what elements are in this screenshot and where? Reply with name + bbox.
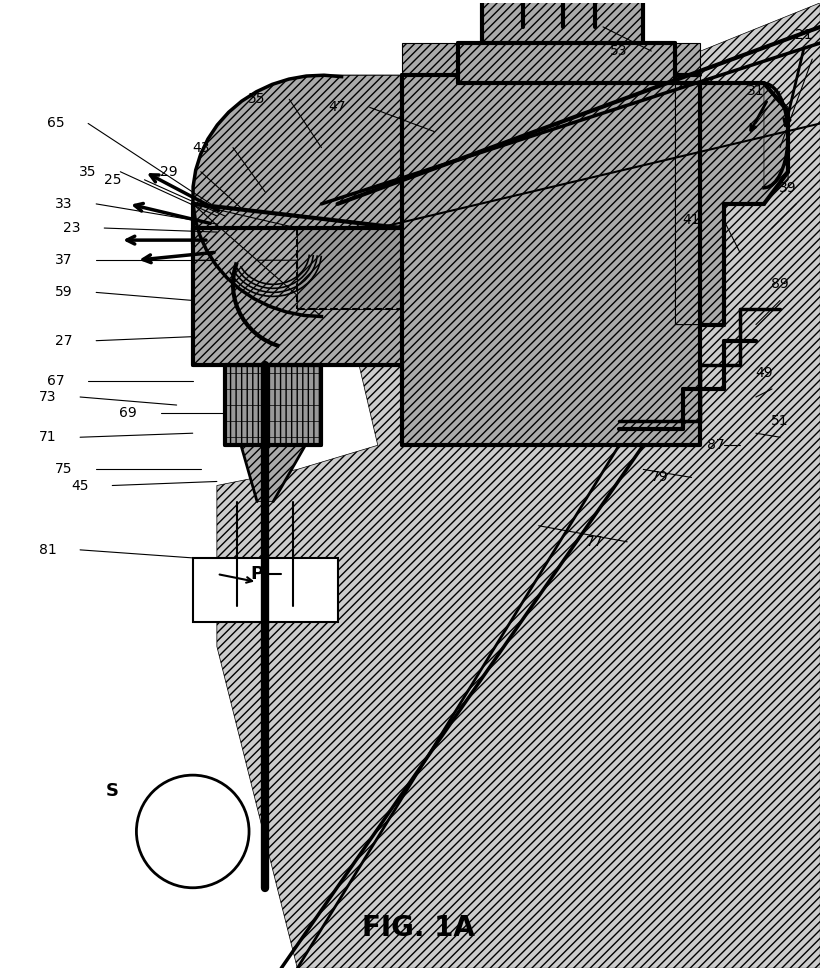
Text: 67: 67 [47,374,64,387]
Text: 75: 75 [55,462,73,477]
Text: S: S [106,783,119,800]
Text: 43: 43 [192,141,210,154]
Polygon shape [298,228,402,309]
Text: 81: 81 [39,543,57,556]
Text: 87: 87 [707,438,725,452]
Text: 79: 79 [650,471,668,485]
Text: 39: 39 [779,181,797,195]
Polygon shape [675,84,788,324]
Text: 65: 65 [47,117,64,130]
Text: 71: 71 [39,430,57,444]
Polygon shape [217,3,820,968]
Text: 89: 89 [771,278,789,291]
Text: P: P [251,565,263,583]
Text: 53: 53 [610,44,628,58]
Text: 33: 33 [55,197,73,211]
Polygon shape [225,365,322,446]
Text: 51: 51 [772,415,789,428]
Text: 29: 29 [160,165,177,179]
Text: 23: 23 [64,221,81,235]
Text: 25: 25 [104,173,121,186]
Polygon shape [193,228,402,365]
Text: 49: 49 [755,366,772,380]
Bar [193,558,338,622]
Text: 27: 27 [55,334,73,348]
Text: 21: 21 [795,28,813,42]
Polygon shape [458,43,675,84]
Text: FIG. 1A: FIG. 1A [361,914,475,942]
Text: 41: 41 [683,213,701,227]
Text: 59: 59 [55,285,73,299]
Text: 69: 69 [120,406,137,420]
Polygon shape [764,84,788,187]
Polygon shape [241,446,305,502]
Text: 35: 35 [79,165,97,179]
Polygon shape [193,75,402,317]
Polygon shape [193,204,402,260]
Text: 55: 55 [248,92,266,106]
Text: 73: 73 [39,390,57,404]
Text: 45: 45 [71,479,89,492]
Polygon shape [482,0,643,43]
Polygon shape [402,43,700,446]
Text: 47: 47 [329,100,346,115]
Text: 37: 37 [55,253,73,267]
Text: 31: 31 [747,84,765,98]
Text: 77: 77 [586,535,604,549]
